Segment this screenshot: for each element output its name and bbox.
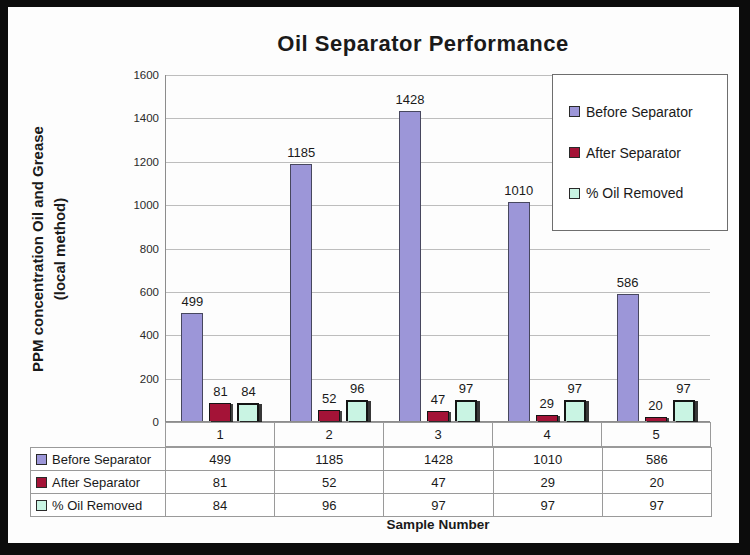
y-tick-0: 0 xyxy=(153,416,159,428)
bar-group-sample-2: 1185 52 96 xyxy=(275,75,384,421)
y-axis-label-line2: (local method) xyxy=(49,39,71,459)
y-tick-800: 800 xyxy=(140,243,159,255)
bar-value-label: 29 xyxy=(540,396,554,411)
table-row-label-text: Before Separator xyxy=(52,452,151,467)
legend-swatch-icon xyxy=(569,106,580,117)
table-cell--oil-removed-sample-3: 97 xyxy=(384,494,493,517)
category-label-sample-4: 4 xyxy=(492,423,601,446)
bar-after-separator-sample-2 xyxy=(318,410,340,421)
y-tick-1600: 1600 xyxy=(133,69,159,81)
bar-after-separator-sample-1 xyxy=(209,403,231,421)
bar-value-label: 97 xyxy=(676,381,690,396)
table-cell-before-separator-sample-5: 586 xyxy=(603,448,712,471)
bar-value-label: 499 xyxy=(182,294,204,309)
table-row-label-after-separator: After Separator xyxy=(31,471,166,494)
category-label-sample-2: 2 xyxy=(274,423,383,446)
y-axis-label: PPM concentration Oil and Grease (local … xyxy=(27,39,79,459)
table-cell-before-separator-sample-4: 1010 xyxy=(494,448,603,471)
data-table: Before Separator 499118514281010586 After … xyxy=(30,447,712,517)
chart-title: Oil Separator Performance xyxy=(108,31,738,57)
table-swatch-icon xyxy=(36,477,47,488)
table-cell--oil-removed-sample-1: 84 xyxy=(166,494,275,517)
legend-item-label: Before Separator xyxy=(586,104,693,120)
y-tick-1200: 1200 xyxy=(133,156,159,168)
y-tick-1000: 1000 xyxy=(133,199,159,211)
legend-swatch-icon xyxy=(569,188,580,199)
bar-value-label: 1428 xyxy=(396,92,425,107)
table-row-label-before-separator: Before Separator xyxy=(31,448,166,471)
table-row-label-text: After Separator xyxy=(52,475,140,490)
bar-group-sample-3: 1428 47 97 xyxy=(384,75,493,421)
bar-after-separator-sample-5 xyxy=(645,417,667,421)
y-tick-400: 400 xyxy=(140,329,159,341)
table-cell--oil-removed-sample-5: 97 xyxy=(603,494,712,517)
legend-item-label: % Oil Removed xyxy=(586,185,683,201)
bar--oil-removed-sample-4 xyxy=(564,400,586,421)
x-axis-label: Sample Number xyxy=(165,517,711,532)
bar-after-separator-sample-4 xyxy=(536,415,558,421)
bar-before-separator-sample-1 xyxy=(181,313,203,421)
table-cell-after-separator-sample-3: 47 xyxy=(384,471,493,494)
table-row-label-text: % Oil Removed xyxy=(52,498,142,513)
bar-after-separator-sample-3 xyxy=(427,411,449,421)
bar-value-label: 586 xyxy=(617,275,639,290)
table-cell--oil-removed-sample-2: 96 xyxy=(275,494,384,517)
bar-value-label: 52 xyxy=(322,391,336,406)
bar--oil-removed-sample-1 xyxy=(237,403,259,421)
table-cell-after-separator-sample-4: 29 xyxy=(494,471,603,494)
legend-item--oil-removed: % Oil Removed xyxy=(569,185,727,201)
y-tick-1400: 1400 xyxy=(133,112,159,124)
category-label-sample-5: 5 xyxy=(601,423,710,446)
table-row-label--oil-removed: % Oil Removed xyxy=(31,494,166,517)
bar-before-separator-sample-2 xyxy=(290,164,312,421)
table-cell-after-separator-sample-5: 20 xyxy=(603,471,712,494)
bar-value-label: 97 xyxy=(568,381,582,396)
bar--oil-removed-sample-3 xyxy=(455,400,477,421)
screenshot-root: { "chart_data": { "type": "bar", "title"… xyxy=(0,0,750,555)
chart-page: Oil Separator Performance PPM concentrat… xyxy=(8,7,739,543)
y-axis-label-line1: PPM concentration Oil and Grease xyxy=(27,39,49,459)
bar-before-separator-sample-5 xyxy=(617,294,639,421)
bar-value-label: 20 xyxy=(648,398,662,413)
table-cell-before-separator-sample-1: 499 xyxy=(166,448,275,471)
category-label-sample-1: 1 xyxy=(166,423,274,446)
table-cell-after-separator-sample-1: 81 xyxy=(166,471,275,494)
bar-value-label: 47 xyxy=(431,392,445,407)
bar-value-label: 97 xyxy=(459,381,473,396)
bar-before-separator-sample-4 xyxy=(508,202,530,421)
legend-swatch-icon xyxy=(569,147,580,158)
table-swatch-icon xyxy=(36,454,47,465)
bar--oil-removed-sample-2 xyxy=(346,400,368,421)
bar-value-label: 1185 xyxy=(287,145,315,160)
bar-value-label: 84 xyxy=(241,384,255,399)
bar-before-separator-sample-3 xyxy=(399,111,421,421)
bar-value-label: 96 xyxy=(350,381,364,396)
legend-item-label: After Separator xyxy=(586,145,681,161)
legend-item-before-separator: Before Separator xyxy=(569,104,727,120)
table-cell-after-separator-sample-2: 52 xyxy=(275,471,384,494)
category-axis-row: 12345 xyxy=(165,422,711,447)
bar--oil-removed-sample-5 xyxy=(673,400,695,421)
table-cell-before-separator-sample-3: 1428 xyxy=(384,448,493,471)
bar-group-sample-1: 499 81 84 xyxy=(166,75,275,421)
bar-value-label: 81 xyxy=(213,384,227,399)
table-cell--oil-removed-sample-4: 97 xyxy=(494,494,603,517)
table-swatch-icon xyxy=(36,500,47,511)
category-label-sample-3: 3 xyxy=(383,423,492,446)
y-tick-600: 600 xyxy=(140,286,159,298)
bar-value-label: 1010 xyxy=(504,183,533,198)
y-tick-200: 200 xyxy=(140,373,159,385)
legend-box: Before Separator After Separator % Oil Rem… xyxy=(552,74,728,231)
legend-item-after-separator: After Separator xyxy=(569,145,727,161)
table-cell-before-separator-sample-2: 1185 xyxy=(275,448,384,471)
